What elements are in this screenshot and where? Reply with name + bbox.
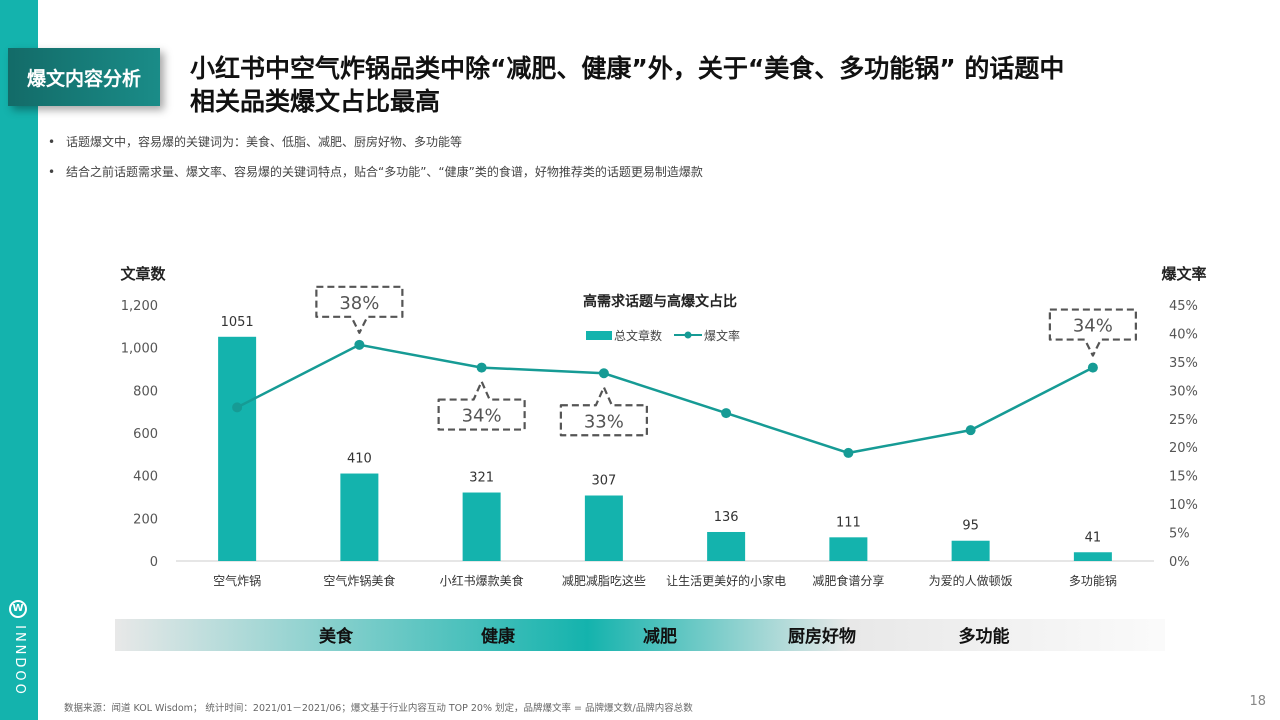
- bar: [218, 336, 257, 561]
- category-label: 空气炸锅: [213, 573, 261, 588]
- rate-point: [476, 362, 487, 373]
- legend-line-label: 爆文率: [704, 328, 740, 343]
- bar-data-label: 410: [347, 452, 372, 467]
- bar: [340, 473, 379, 561]
- category-label: 小红书爆款美食: [440, 573, 524, 588]
- bar: [462, 492, 501, 561]
- keyword-label: 美食: [319, 626, 354, 647]
- chart-title: 高需求话题与高爆文占比: [583, 293, 737, 310]
- page-title-line-1: 小红书中空气炸锅品类中除“减肥、健康”外，关于“美食、多功能锅” 的话题中: [190, 54, 1065, 83]
- bullet-symbol: •: [48, 135, 56, 149]
- left-axis-tick-label: 400: [133, 470, 158, 485]
- right-axis-tick-label: 20%: [1169, 441, 1198, 456]
- right-axis-tick-label: 15%: [1169, 470, 1198, 485]
- callout-label: 33%: [584, 411, 624, 432]
- right-axis-title: 爆文率: [1161, 265, 1206, 283]
- callout-label: 38%: [339, 293, 379, 314]
- rate-point: [965, 425, 976, 436]
- rate-point: [843, 447, 854, 458]
- legend-line-marker: [684, 331, 692, 339]
- callout-label: 34%: [462, 406, 502, 427]
- right-axis-tick-label: 45%: [1169, 299, 1198, 314]
- left-axis-tick-label: 800: [133, 384, 158, 399]
- rate-point: [232, 402, 243, 413]
- brand-mark-icon: W: [9, 600, 27, 618]
- callout-bubble: [559, 386, 648, 437]
- keyword-band: [115, 619, 1165, 651]
- bar: [707, 531, 746, 561]
- rate-point: [354, 339, 365, 350]
- bar-data-label: 111: [836, 515, 861, 530]
- bar: [829, 537, 868, 561]
- right-axis-tick-label: 35%: [1169, 356, 1198, 371]
- bullet-text: 话题爆文中，容易爆的关键词为：美食、低脂、减肥、厨房好物、多功能等: [66, 135, 463, 149]
- keyword-label: 多功能: [959, 626, 1010, 647]
- keyword-label: 减肥: [643, 626, 677, 647]
- page-title: 小红书中空气炸锅品类中除“减肥、健康”外，关于“美食、多功能锅” 的话题中 相关…: [190, 52, 1240, 118]
- right-axis-tick-label: 5%: [1169, 527, 1190, 542]
- left-axis-title: 文章数: [120, 265, 166, 283]
- right-axis-tick-label: 0%: [1169, 555, 1190, 570]
- callout-bubble: [1048, 308, 1137, 357]
- brand-logo: W INNDOO: [4, 592, 34, 702]
- rate-point: [721, 408, 732, 419]
- callout-label: 34%: [1073, 316, 1113, 337]
- bar-data-label: 321: [469, 471, 494, 486]
- keyword-label: 健康: [481, 626, 516, 647]
- legend-bar-swatch: [586, 331, 612, 340]
- bullet-text: 结合之前话题需求量、爆文率、容易爆的关键词特点，贴合“多功能”、“健康”类的食谱…: [66, 165, 703, 179]
- callout-bubble: [315, 285, 404, 334]
- bullet-symbol: •: [48, 165, 56, 179]
- right-axis-tick-label: 40%: [1169, 327, 1198, 342]
- rate-point: [598, 368, 609, 379]
- footnote: 数据来源：闻道 KOL Wisdom； 统计时间：2021/01－2021/06…: [64, 703, 693, 714]
- bar-data-label: 1051: [221, 315, 254, 330]
- bar: [1073, 552, 1112, 561]
- category-label: 为爱的人做顿饭: [929, 573, 1013, 588]
- rate-point: [1087, 362, 1098, 373]
- left-axis-tick-label: 0: [150, 555, 158, 570]
- callout-bubble: [437, 380, 526, 431]
- left-axis-tick-label: 600: [133, 427, 158, 442]
- left-axis-tick-label: 1,200: [121, 299, 158, 314]
- rate-line: [236, 343, 1094, 455]
- bullet-item: • 话题爆文中，容易爆的关键词为：美食、低脂、减肥、厨房好物、多功能等: [44, 133, 1244, 163]
- bar: [951, 540, 990, 561]
- left-axis-tick-label: 200: [133, 512, 158, 527]
- category-label: 减肥食谱分享: [812, 573, 884, 588]
- keyword-label: 厨房好物: [788, 626, 856, 647]
- bullet-list: • 话题爆文中，容易爆的关键词为：美食、低脂、减肥、厨房好物、多功能等 • 结合…: [44, 133, 1244, 193]
- category-label: 空气炸锅美食: [323, 573, 395, 588]
- right-axis-tick-label: 25%: [1169, 413, 1198, 428]
- bar-data-label: 136: [714, 510, 739, 525]
- page-title-line-2: 相关品类爆文占比最高: [190, 87, 441, 116]
- right-axis-tick-label: 30%: [1169, 384, 1198, 399]
- right-axis-tick-label: 10%: [1169, 498, 1198, 513]
- bullet-item: • 结合之前话题需求量、爆文率、容易爆的关键词特点，贴合“多功能”、“健康”类的…: [44, 163, 1244, 193]
- category-label: 减肥减脂吃这些: [562, 573, 646, 588]
- section-tag: 爆文内容分析: [8, 48, 160, 106]
- page-number: 18: [1249, 694, 1266, 709]
- bar-data-label: 41: [1085, 530, 1102, 545]
- legend-bar-label: 总文章数: [614, 328, 662, 343]
- left-axis-tick-label: 1,000: [121, 342, 158, 357]
- category-label: 让生活更美好的小家电: [666, 573, 786, 588]
- bar-data-label: 95: [962, 519, 979, 534]
- bar: [584, 495, 623, 561]
- bar-data-label: 307: [591, 474, 616, 489]
- category-label: 多功能锅: [1069, 573, 1117, 588]
